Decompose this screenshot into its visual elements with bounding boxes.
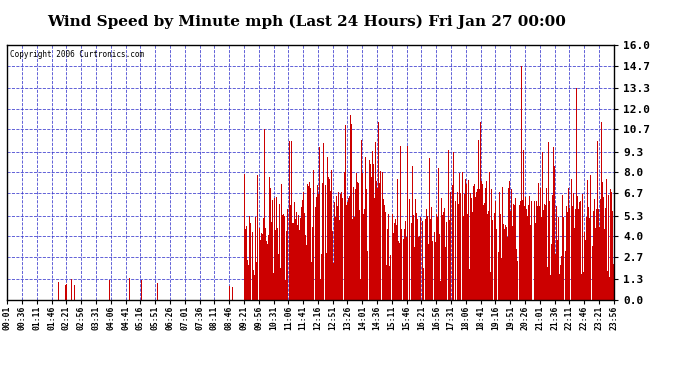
Text: Copyright 2006 Curtronics.com: Copyright 2006 Curtronics.com — [10, 50, 144, 59]
Text: Wind Speed by Minute mph (Last 24 Hours) Fri Jan 27 00:00: Wind Speed by Minute mph (Last 24 Hours)… — [48, 15, 566, 29]
